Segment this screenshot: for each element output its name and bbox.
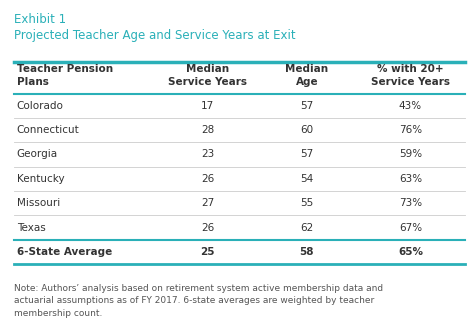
Text: 25: 25 (201, 247, 215, 257)
Text: 6-State Average: 6-State Average (17, 247, 112, 257)
Text: % with 20+
Service Years: % with 20+ Service Years (371, 64, 450, 87)
Text: Median
Age: Median Age (285, 64, 328, 87)
Text: Projected Teacher Age and Service Years at Exit: Projected Teacher Age and Service Years … (14, 29, 296, 42)
Text: 65%: 65% (398, 247, 423, 257)
Text: 59%: 59% (399, 150, 422, 159)
Text: 57: 57 (301, 150, 313, 159)
Text: 43%: 43% (399, 101, 422, 111)
Text: 23: 23 (201, 150, 214, 159)
Text: 28: 28 (201, 125, 214, 135)
Text: 55: 55 (301, 198, 313, 208)
Text: Teacher Pension
Plans: Teacher Pension Plans (17, 64, 113, 87)
Text: 27: 27 (201, 198, 214, 208)
Text: 26: 26 (201, 223, 214, 232)
Text: 54: 54 (301, 174, 313, 184)
Text: 62: 62 (301, 223, 313, 232)
Text: Connecticut: Connecticut (17, 125, 79, 135)
Text: 57: 57 (301, 101, 313, 111)
Text: 17: 17 (201, 101, 214, 111)
Text: Missouri: Missouri (17, 198, 60, 208)
Text: Exhibit 1: Exhibit 1 (14, 13, 66, 26)
Text: Georgia: Georgia (17, 150, 58, 159)
Text: 58: 58 (300, 247, 314, 257)
Text: Kentucky: Kentucky (17, 174, 64, 184)
Text: Texas: Texas (17, 223, 46, 232)
Text: 60: 60 (301, 125, 313, 135)
Text: 76%: 76% (399, 125, 422, 135)
Text: Median
Service Years: Median Service Years (168, 64, 247, 87)
Text: Colorado: Colorado (17, 101, 64, 111)
Text: 26: 26 (201, 174, 214, 184)
Text: 67%: 67% (399, 223, 422, 232)
Text: 73%: 73% (399, 198, 422, 208)
Text: 63%: 63% (399, 174, 422, 184)
Text: Note: Authors’ analysis based on retirement system active membership data and
ac: Note: Authors’ analysis based on retirem… (14, 284, 383, 318)
